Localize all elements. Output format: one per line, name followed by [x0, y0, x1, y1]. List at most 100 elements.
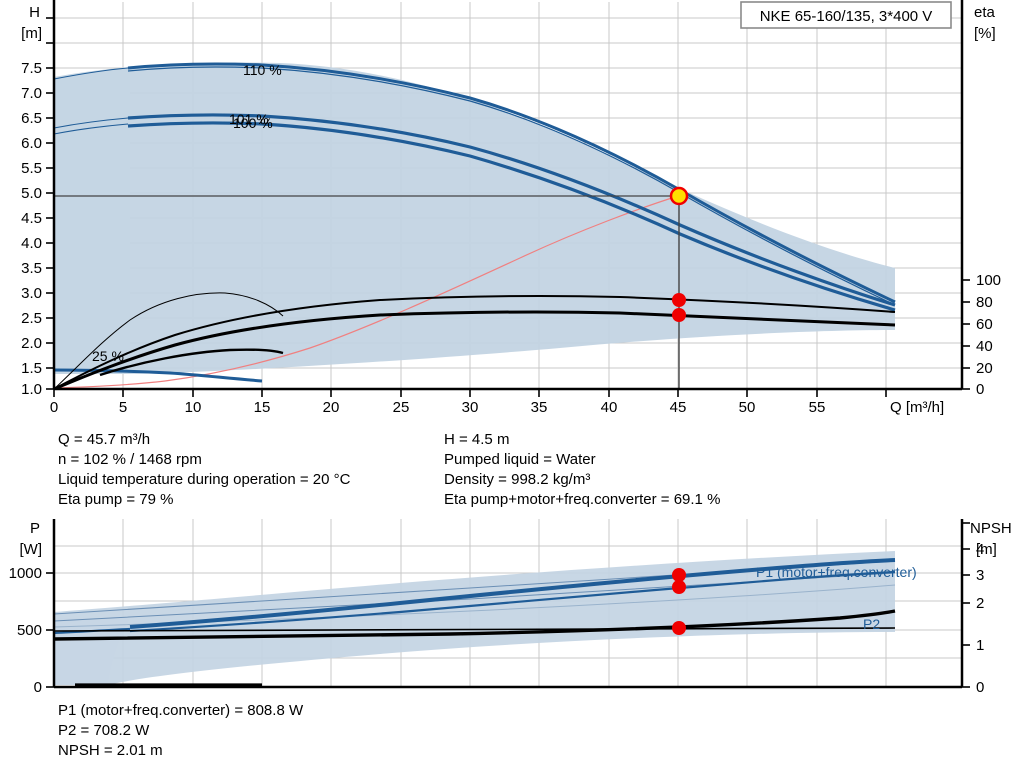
top-x-tick-label: 45	[670, 399, 687, 416]
info-line: Liquid temperature during operation = 20…	[58, 471, 351, 488]
curve-label-101: 101 %	[229, 111, 269, 127]
p1-curve-secondary	[129, 570, 896, 633]
top-x-tick-label: 10	[185, 399, 202, 416]
bottom-y-axis-title: P	[30, 520, 40, 537]
info-line: Q = 45.7 m³/h	[58, 431, 151, 448]
eta-pump-marker	[672, 293, 686, 307]
top-x-ticks	[53, 389, 887, 397]
top-y-tick-label: 3.5	[21, 260, 42, 277]
info-line: P2 = 708.2 W	[58, 722, 150, 739]
top-y2-axis-unit: [%]	[974, 25, 996, 42]
top-y-axis-unit: [m]	[21, 25, 42, 42]
eta-total-marker	[672, 308, 686, 322]
head-curve-101-thin	[54, 117, 129, 129]
info-line: H = 4.5 m	[444, 431, 510, 448]
top-y2-axis-title: eta	[974, 4, 996, 21]
top-x-tick-label: 5	[119, 399, 127, 416]
top-y-tick-label: 1.5	[21, 360, 42, 377]
bottom-y-tick-label: 0	[34, 679, 42, 696]
top-y2-tick-label: 80	[976, 294, 993, 311]
eta-low-speed-curve	[54, 292, 284, 389]
p2-curve	[54, 609, 896, 641]
bottom-y2-tick-label: 3	[976, 567, 984, 584]
info-line: Density = 998.2 kg/m³	[444, 471, 591, 488]
top-y-tick-label: 6.0	[21, 135, 42, 152]
bottom-y2-axis-title: NPSH	[970, 520, 1012, 537]
top-x-tick-label: 20	[323, 399, 340, 416]
head-curve-100-thin	[54, 123, 129, 135]
bottom-y-tick-label: 1000	[9, 565, 42, 582]
curve-label-100: 100 %	[233, 115, 273, 131]
top-x-tick-label: 40	[601, 399, 618, 416]
top-y2-ticks	[962, 279, 970, 390]
power-data-block: P1 (motor+freq.converter) = 808.8 W P2 =…	[58, 701, 303, 761]
top-x-tick-label: 55	[809, 399, 826, 416]
info-line: Eta pump = 79 %	[58, 491, 174, 508]
eta-low-speed-curve-2	[99, 348, 284, 377]
npsh-marker	[672, 621, 686, 635]
bottom-y-ticks	[46, 572, 54, 688]
info-line: NPSH = 2.01 m	[58, 742, 163, 759]
p2-series-label: P2	[863, 616, 880, 632]
info-line: Pumped liquid = Water	[444, 451, 596, 468]
top-y2-tick-label: 0	[976, 381, 984, 398]
curve-label-25: 25 %	[92, 348, 124, 364]
top-y2-tick-label: 100	[976, 272, 1001, 289]
top-y2-tick-label: 60	[976, 316, 993, 333]
p1-marker-secondary	[672, 580, 686, 594]
top-y-tick-label: 4.0	[21, 235, 42, 252]
top-y-tick-label: 4.5	[21, 210, 42, 227]
top-y-tick-label: 3.0	[21, 285, 42, 302]
top-y-axis-title: H	[29, 4, 40, 21]
curve-label-110: 110 %	[243, 62, 282, 78]
top-y-tick-label: 6.5	[21, 110, 42, 127]
top-y-tick-label: 7.5	[21, 60, 42, 77]
p1-curve	[129, 558, 896, 629]
bottom-y2-tick-label: 0	[976, 679, 984, 696]
top-x-tick-label: 35	[531, 399, 548, 416]
head-eta-chart: 7.5 7.0 6.5 6.0 5.5 5.0 4.5 4.0 3.5 3.0 …	[21, 0, 1002, 416]
head-curve-101	[127, 113, 896, 307]
eta-pump-curve	[54, 295, 896, 389]
top-y-tick-label: 5.5	[21, 160, 42, 177]
npsh-flat-line	[54, 627, 896, 632]
p1-series-label: P1 (motor+freq.converter)	[756, 564, 917, 580]
top-y2-tick-label: 20	[976, 360, 993, 377]
bottom-y2-axis-unit: [m]	[976, 541, 997, 558]
top-x-tick-label: 50	[739, 399, 756, 416]
top-x-tick-label: 15	[254, 399, 271, 416]
top-y-tick-label: 1.0	[21, 381, 42, 398]
head-curve-110	[127, 62, 896, 304]
top-y-tick-label: 7.0	[21, 85, 42, 102]
power-npsh-chart: 1000 500 0 4 3 2 1 0 P [W] NPSH [m] P1 (…	[0, 515, 1024, 705]
head-curve-25	[54, 368, 263, 383]
top-y-tick-label: 5.0	[21, 185, 42, 202]
top-y-tick-label: 2.0	[21, 335, 42, 352]
info-line: P1 (motor+freq.converter) = 808.8 W	[58, 702, 304, 719]
duty-point-marker	[669, 186, 689, 206]
head-curve-110-inner	[127, 66, 896, 306]
npsh-curve-red	[54, 195, 679, 389]
top-y2-tick-label: 40	[976, 338, 993, 355]
top-x-tick-label: 30	[462, 399, 479, 416]
head-curve-110-thin	[54, 67, 129, 80]
top-y-tick-label: 2.5	[21, 310, 42, 327]
top-y-ticks	[46, 17, 54, 390]
p1-marker	[672, 568, 686, 582]
operating-data-right: H = 4.5 m Pumped liquid = Water Density …	[444, 430, 720, 510]
bottom-y2-tick-label: 2	[976, 595, 984, 612]
head-curve-100	[127, 121, 896, 312]
bottom-y-axis-unit: [W]	[20, 541, 43, 558]
bottom-y2-tick-label: 4	[976, 541, 984, 558]
model-title-label: NKE 65-160/135, 3*400 V	[760, 8, 933, 25]
info-line: Eta pump+motor+freq.converter = 69.1 %	[444, 491, 721, 508]
top-x-axis-title: Q [m³/h]	[890, 399, 944, 416]
info-line: n = 102 % / 1468 rpm	[58, 451, 202, 468]
top-x-tick-label: 0	[50, 399, 58, 416]
operating-data-left: Q = 45.7 m³/h n = 102 % / 1468 rpm Liqui…	[58, 430, 350, 510]
bottom-y-tick-label: 500	[17, 622, 42, 639]
bottom-y2-tick-label: 1	[976, 637, 984, 654]
top-x-tick-label: 25	[393, 399, 410, 416]
bottom-y2-ticks	[962, 522, 970, 688]
